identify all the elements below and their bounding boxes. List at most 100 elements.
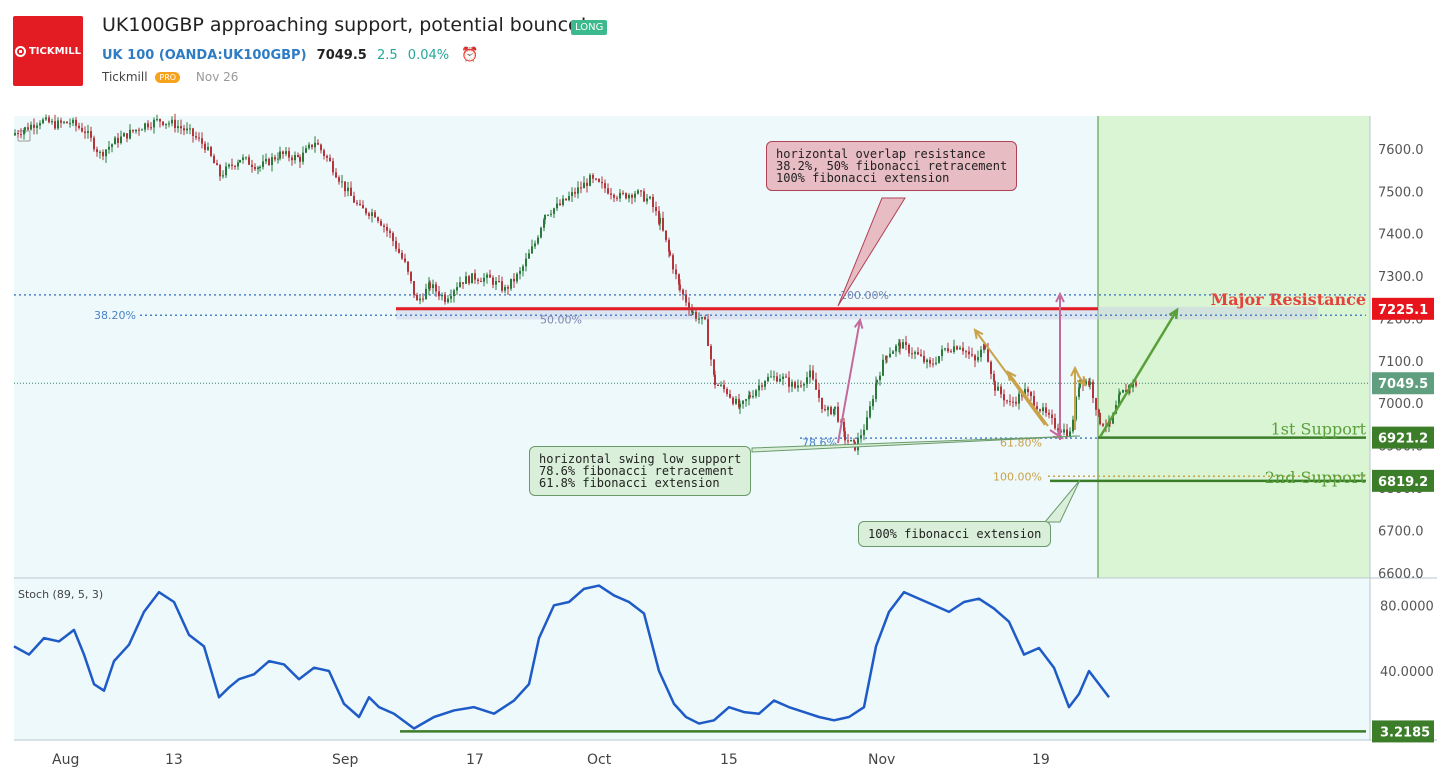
candle-body — [668, 239, 670, 252]
candle-body — [863, 429, 865, 436]
alarm-clock-icon[interactable]: ⏰ — [461, 47, 479, 63]
candle-body — [456, 287, 458, 291]
candle-body — [54, 121, 56, 129]
candle-body — [398, 248, 400, 253]
candle-body — [33, 124, 35, 128]
resistance-note-line: 100% fibonacci extension — [776, 171, 950, 185]
candle-body — [259, 166, 261, 168]
price-change-pct: 0.04% — [407, 48, 450, 63]
candle-body — [885, 356, 887, 360]
symbol-link[interactable]: UK 100 (OANDA:UK100GBP) — [102, 48, 307, 63]
candle-body — [129, 129, 131, 139]
stoch-badge-bg — [1372, 720, 1434, 743]
candle-body — [905, 342, 907, 345]
candle-body — [1012, 401, 1014, 403]
candle-body — [625, 193, 627, 199]
candle-body — [658, 211, 660, 224]
candle-body — [833, 408, 835, 415]
candle-body — [513, 278, 515, 282]
last-price: 7049.5 — [316, 48, 367, 63]
candle-body — [1122, 389, 1124, 393]
candle-body — [78, 125, 80, 128]
candle-body — [23, 129, 25, 135]
candle-body — [902, 342, 904, 349]
candle-body — [81, 127, 83, 132]
candle-body — [63, 121, 65, 123]
candle-body — [994, 381, 996, 391]
candle-body — [824, 409, 826, 411]
candle-body — [228, 164, 230, 167]
candle-body — [105, 149, 107, 157]
projection-zone — [1098, 116, 1370, 578]
candle-body — [695, 311, 697, 319]
time-tick-label: Nov — [868, 752, 895, 768]
stoch-tick-label: 40.0000 — [1380, 665, 1434, 680]
candle-body — [950, 351, 952, 353]
candle-body — [692, 311, 694, 313]
candle-body — [562, 198, 564, 205]
candle-body — [468, 276, 470, 284]
candle-body — [245, 157, 247, 159]
candle-body — [1027, 388, 1029, 393]
candle-body — [628, 194, 630, 199]
candle-body — [968, 351, 970, 355]
candle-body — [613, 194, 615, 198]
price-tick-label: 7500.0 — [1378, 185, 1424, 200]
candle-body — [980, 349, 982, 358]
price-tick-label: 7600.0 — [1378, 143, 1424, 158]
candle-body — [126, 133, 128, 139]
candle-body — [501, 281, 503, 291]
tickmill-logo[interactable]: TICKMILL — [13, 16, 83, 86]
candle-body — [144, 123, 146, 130]
candle-body — [338, 177, 340, 182]
author-name[interactable]: Tickmill — [102, 70, 148, 84]
candle-body — [42, 119, 44, 124]
candle-body — [776, 376, 778, 382]
candle-body — [72, 119, 74, 124]
pro-badge: PRO — [155, 72, 181, 83]
candle-body — [528, 253, 530, 259]
candle-body — [984, 344, 986, 349]
candle-body — [251, 164, 253, 167]
candle-body — [480, 281, 482, 283]
candle-body — [713, 359, 715, 375]
candle-body — [853, 439, 855, 442]
candle-body — [51, 121, 53, 123]
candle-body — [889, 353, 891, 358]
candle-body — [962, 347, 964, 352]
candle-body — [1063, 429, 1065, 433]
candle-body — [965, 351, 967, 353]
candle-body — [758, 385, 760, 391]
candle-body — [39, 123, 41, 126]
candle-body — [767, 376, 769, 382]
candle-body — [1045, 407, 1047, 413]
support1-price-badge: 6921.2 — [1378, 432, 1428, 447]
candle-body — [662, 217, 664, 231]
candle-body — [1042, 407, 1044, 412]
support1-label: 1st Support — [1271, 420, 1367, 439]
candle-body — [742, 400, 744, 404]
candle-body — [356, 202, 358, 204]
candle-body — [1119, 392, 1121, 395]
candle-body — [610, 193, 612, 195]
candle-body — [773, 376, 775, 378]
candle-body — [171, 119, 173, 124]
support2-note-line: 100% fibonacci extension — [868, 527, 1042, 541]
candle-body — [483, 277, 485, 282]
candle-body — [794, 382, 796, 388]
candle-body — [592, 175, 594, 179]
candle-body — [619, 192, 621, 199]
candle-body — [830, 407, 832, 415]
candle-body — [990, 361, 992, 374]
gold-arrow-head — [1006, 370, 1017, 382]
candle-body — [180, 126, 182, 129]
stoch-value-badge: 3.2185 — [1380, 725, 1430, 740]
candle-body — [926, 359, 928, 363]
candle-body — [207, 147, 209, 150]
candle-body — [419, 298, 421, 301]
candle-body — [882, 359, 884, 376]
candle-body — [586, 182, 588, 186]
candle-body — [797, 385, 799, 388]
resistance-price-badge: 7225.1 — [1378, 303, 1428, 318]
